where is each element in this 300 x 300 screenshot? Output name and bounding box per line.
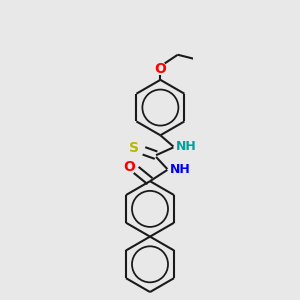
Text: O: O [154, 61, 166, 76]
Text: S: S [128, 141, 139, 155]
Text: NH: NH [176, 140, 197, 153]
Text: O: O [123, 160, 135, 174]
Text: NH: NH [170, 163, 191, 176]
